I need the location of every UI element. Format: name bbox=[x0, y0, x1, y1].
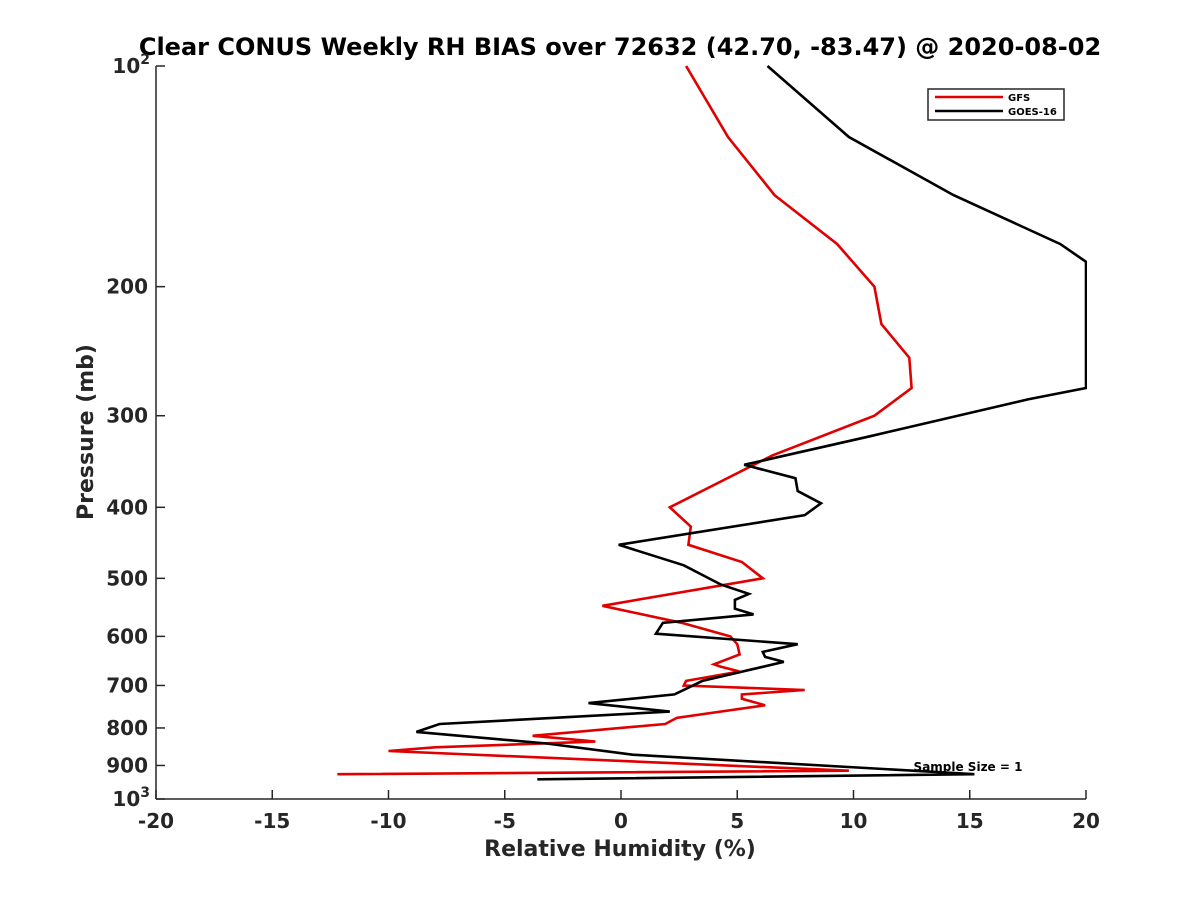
y-axis-label: Pressure (mb) bbox=[74, 344, 99, 520]
x-ticks: -20 -15 -10 -5 0 5 10 15 20 bbox=[138, 790, 1100, 833]
y-tick-label: 700 bbox=[106, 673, 148, 697]
x-axis-label: Relative Humidity (%) bbox=[484, 837, 756, 862]
x-tick-label: -20 bbox=[138, 809, 174, 833]
series-layer bbox=[337, 65, 1087, 781]
y-tick-label: 500 bbox=[106, 566, 148, 590]
y-tick-label: 900 bbox=[106, 753, 148, 777]
x-tick-label: 15 bbox=[956, 809, 984, 833]
x-tick-label: 0 bbox=[614, 809, 628, 833]
x-tick-label: 20 bbox=[1072, 809, 1100, 833]
legend-label-goes-16: GOES-16 bbox=[1008, 107, 1057, 118]
series-line-goes-16 bbox=[415, 65, 1087, 781]
x-tick-label: 5 bbox=[730, 809, 744, 833]
x-tick-label: -5 bbox=[494, 809, 516, 833]
y-tick-label: 200 bbox=[106, 275, 148, 299]
y-tick-label: 400 bbox=[106, 495, 148, 519]
y-tick-label: 103 bbox=[112, 785, 150, 811]
y-tick-label: 800 bbox=[106, 716, 148, 740]
series-line-gfs bbox=[337, 65, 913, 776]
y-tick-label: 102 bbox=[112, 52, 150, 78]
y-tick-label: 600 bbox=[106, 624, 148, 648]
chart-title: Clear CONUS Weekly RH BIAS over 72632 (4… bbox=[139, 33, 1101, 61]
x-tick-label: 10 bbox=[840, 809, 868, 833]
legend-label-gfs: GFS bbox=[1008, 93, 1030, 104]
x-tick-label: -10 bbox=[370, 809, 406, 833]
x-tick-label: -15 bbox=[254, 809, 290, 833]
y-ticks: 102 200 300 400 500 600 700 800 900 103 bbox=[106, 52, 165, 811]
sample-size-annotation: Sample Size = 1 bbox=[914, 760, 1023, 774]
legend: GFS GOES-16 bbox=[927, 88, 1065, 121]
y-tick-label: 300 bbox=[106, 404, 148, 428]
legend-box bbox=[927, 88, 1065, 121]
